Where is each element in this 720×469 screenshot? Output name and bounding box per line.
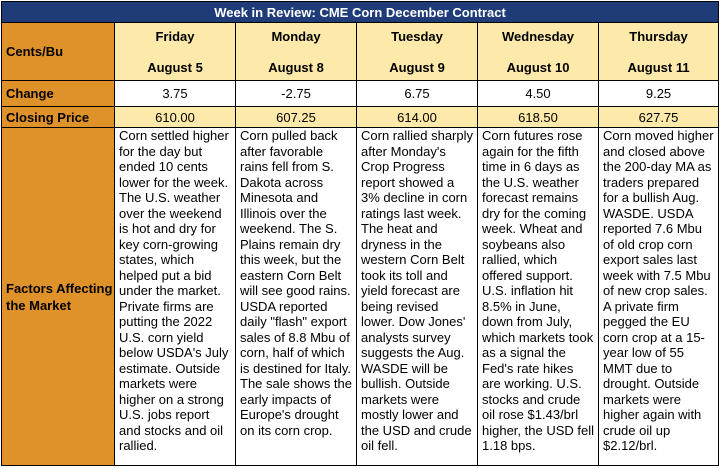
day-header-tuesday: Tuesday August 9 bbox=[356, 22, 478, 81]
factors-text: Corn rallied sharply after Monday's Crop… bbox=[356, 127, 478, 466]
factors-row: Factors Affecting the Market Corn settle… bbox=[1, 127, 720, 466]
factors-text: Corn moved higher and closed above the 2… bbox=[597, 127, 720, 466]
change-value: 4.50 bbox=[477, 80, 599, 107]
closing-price-value: 607.25 bbox=[235, 106, 357, 128]
unit-label: Cents/Bu bbox=[1, 22, 115, 81]
day-header-thursday: Thursday August 11 bbox=[597, 22, 720, 81]
table-title: Week in Review: CME Corn December Contra… bbox=[0, 1, 720, 23]
day-name: Wednesday bbox=[501, 28, 574, 44]
change-value: 3.75 bbox=[114, 80, 236, 107]
day-date: August 11 bbox=[627, 59, 690, 75]
title-row: Week in Review: CME Corn December Contra… bbox=[0, 1, 720, 23]
header-row: Cents/Bu Friday August 5 Monday August 8… bbox=[1, 22, 720, 81]
day-date: August 8 bbox=[268, 59, 324, 75]
day-name: Thursday bbox=[629, 28, 688, 44]
closing-price-value: 618.50 bbox=[477, 106, 599, 128]
day-date: August 5 bbox=[147, 59, 203, 75]
day-date: August 9 bbox=[389, 59, 445, 75]
day-header-friday: Friday August 5 bbox=[114, 22, 236, 81]
day-name: Monday bbox=[271, 28, 321, 44]
change-row: Change 3.75 -2.75 6.75 4.50 9.25 bbox=[1, 80, 720, 107]
factors-text: Corn futures rose again for the fifth ti… bbox=[477, 127, 599, 466]
closing-price-value: 610.00 bbox=[114, 106, 236, 128]
change-value: -2.75 bbox=[235, 80, 357, 107]
closing-price-row: Closing Price 610.00 607.25 614.00 618.5… bbox=[1, 106, 720, 128]
day-name: Friday bbox=[155, 28, 195, 44]
change-value: 6.75 bbox=[356, 80, 478, 107]
closing-price-label: Closing Price bbox=[1, 106, 115, 128]
change-label: Change bbox=[1, 80, 115, 107]
day-name: Tuesday bbox=[391, 28, 443, 44]
change-value: 9.25 bbox=[597, 80, 720, 107]
day-header-monday: Monday August 8 bbox=[235, 22, 357, 81]
day-header-wednesday: Wednesday August 10 bbox=[477, 22, 599, 81]
factors-text: Corn pulled back after favorable rains f… bbox=[235, 127, 357, 466]
closing-price-value: 614.00 bbox=[356, 106, 478, 128]
closing-price-value: 627.75 bbox=[597, 106, 720, 128]
factors-label: Factors Affecting the Market bbox=[1, 127, 115, 466]
factors-text: Corn settled higher for the day but ende… bbox=[114, 127, 236, 466]
day-date: August 10 bbox=[506, 59, 570, 75]
